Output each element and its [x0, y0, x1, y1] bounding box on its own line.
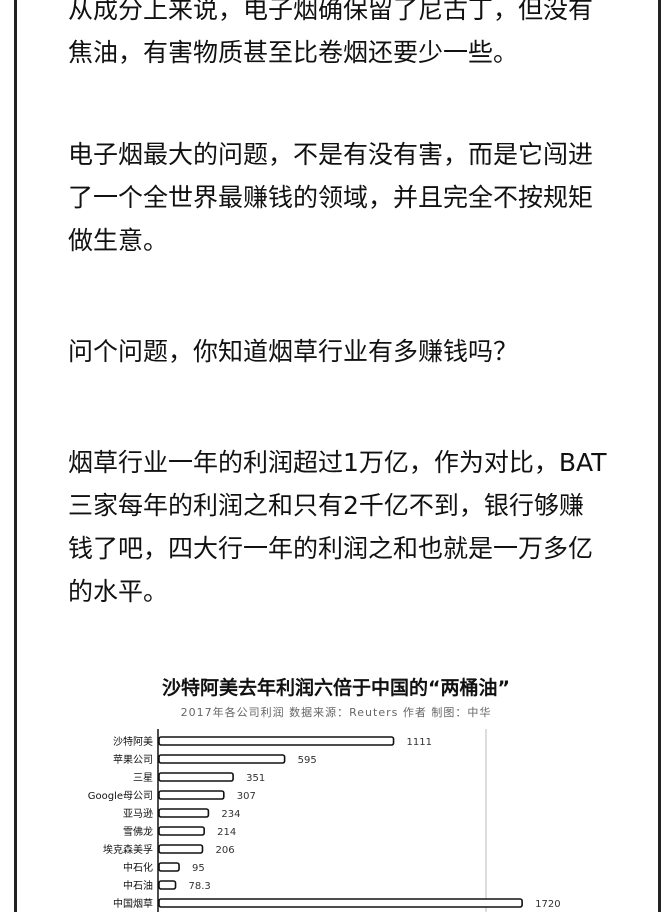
paragraph-1: 从成分上来说，电子烟确保留了尼古丁，但没有 焦油，有害物质甚至比卷烟还要少一些。: [68, 0, 628, 74]
bar: [158, 790, 225, 800]
paragraph-line: 焦油，有害物质甚至比卷烟还要少一些。: [68, 38, 519, 67]
value-label: 214: [217, 827, 236, 838]
left-border: [14, 0, 17, 912]
category-label: 苹果公司: [113, 753, 153, 766]
value-label: 1111: [407, 737, 432, 748]
category-label: 沙特阿美: [113, 735, 153, 748]
category-label: 三星: [133, 772, 153, 784]
value-label: 206: [215, 845, 234, 856]
category-label: 中石油: [123, 879, 153, 892]
bar: [158, 826, 205, 836]
value-label: 78.3: [189, 881, 211, 892]
paragraph-line: 烟草行业一年的利润超过1万亿，作为对比，BAT: [68, 448, 607, 477]
bar: [158, 808, 210, 818]
paragraph-line: 三家每年的利润之和只有2千亿不到，银行够赚: [68, 491, 584, 520]
bar: [158, 754, 286, 764]
category-label: 中石化: [123, 861, 153, 874]
value-label: 234: [221, 809, 240, 820]
paragraph-line: 电子烟最大的问题，不是有没有害，而是它闯进: [68, 140, 594, 169]
paragraph-line: 问个问题，你知道烟草行业有多赚钱吗？: [68, 337, 519, 366]
right-border: [658, 0, 661, 912]
paragraph-4: 烟草行业一年的利润超过1万亿，作为对比，BAT 三家每年的利润之和只有2千亿不到…: [68, 441, 628, 613]
bar: [158, 736, 395, 746]
paragraph-line: 了一个全世界最赚钱的领域，并且完全不按规矩: [68, 183, 594, 212]
paragraph-line: 的水平。: [68, 577, 169, 606]
bar: [158, 862, 180, 872]
value-label: 1720: [535, 899, 560, 910]
profit-bar-chart: 沙特阿美 1111 苹果公司 595 三星 351 Google母公司 307 亚马逊 234 雪佛…: [88, 729, 561, 912]
paragraph-line: 做生意。: [68, 226, 169, 255]
paragraph-2: 电子烟最大的问题，不是有没有害，而是它闯进 了一个全世界最赚钱的领域，并且完全不…: [68, 133, 628, 262]
value-label: 595: [298, 755, 317, 766]
paragraph-3: 问个问题，你知道烟草行业有多赚钱吗？: [68, 330, 628, 373]
bar: [158, 898, 523, 908]
category-label: 埃克森美孚: [103, 843, 153, 856]
bar: [158, 880, 177, 890]
paragraph-line: 钱了吧，四大行一年的利润之和也就是一万多亿: [68, 534, 594, 563]
bar: [158, 772, 234, 782]
chart-subtitle: 2017年各公司利润 数据来源：Reuters 作者 制图：中华: [180, 706, 492, 719]
value-label: 307: [237, 791, 256, 802]
chart-title: 沙特阿美去年利润六倍于中国的“两桶油”: [162, 677, 510, 699]
value-label: 351: [246, 773, 265, 784]
value-label: 95: [192, 863, 205, 874]
category-label: 亚马逊: [123, 808, 153, 820]
category-label: 雪佛龙: [123, 825, 153, 838]
bar: [158, 844, 204, 854]
paragraph-line: 从成分上来说，电子烟确保留了尼古丁，但没有: [68, 0, 594, 24]
category-label: Google母公司: [88, 790, 153, 802]
category-label: 中国烟草: [113, 897, 153, 910]
